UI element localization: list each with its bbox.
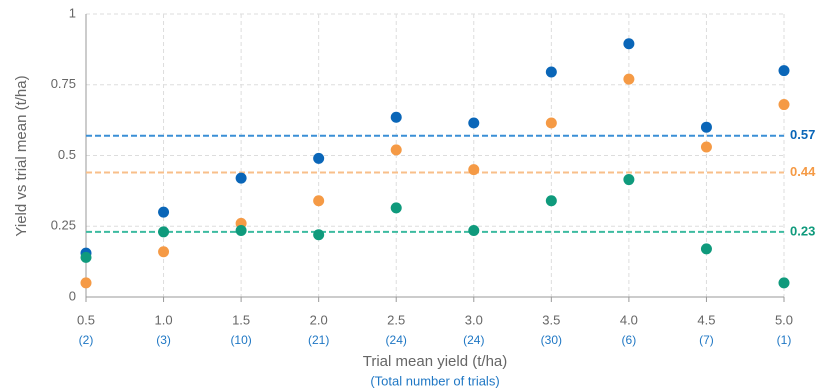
trial-count: (21) <box>308 333 329 347</box>
trial-count: (30) <box>541 333 562 347</box>
x-axis-label: Trial mean yield (t/ha) <box>363 353 508 370</box>
point <box>778 277 790 289</box>
point <box>700 243 712 255</box>
y-axis-label: Yield vs trial mean (t/ha) <box>13 75 30 236</box>
point <box>80 277 92 289</box>
trial-count: (10) <box>230 333 251 347</box>
point <box>158 206 170 218</box>
x-tick-label: 4.5 <box>697 312 715 327</box>
trial-count: (7) <box>699 333 714 347</box>
reference-label: 0.57 <box>790 127 815 142</box>
x-tick-label: 2.0 <box>310 312 328 327</box>
point <box>545 117 557 129</box>
point <box>700 121 712 133</box>
point <box>390 202 402 214</box>
point <box>468 117 480 129</box>
point <box>158 226 170 238</box>
x-tick-label: 3.0 <box>465 312 483 327</box>
y-tick-label: 0 <box>69 288 76 303</box>
x-tick-label: 3.5 <box>542 312 560 327</box>
reference-label: 0.44 <box>790 164 816 179</box>
x-tick-label: 1.0 <box>155 312 173 327</box>
point <box>778 99 790 111</box>
point <box>235 224 247 236</box>
point <box>80 251 92 263</box>
point <box>468 164 480 176</box>
reference-label: 0.23 <box>790 223 815 238</box>
x-tick-label: 4.0 <box>620 312 638 327</box>
point <box>623 38 635 50</box>
point <box>158 246 170 258</box>
point <box>390 144 402 156</box>
x-tick-label: 0.5 <box>77 312 95 327</box>
trial-count: (2) <box>79 333 94 347</box>
point <box>545 66 557 78</box>
x-axis-sublabel: (Total number of trials) <box>370 373 499 388</box>
trial-count: (1) <box>777 333 792 347</box>
trial-count: (6) <box>622 333 637 347</box>
point <box>235 172 247 184</box>
point <box>313 152 325 164</box>
point <box>700 141 712 153</box>
trial-count: (24) <box>463 333 484 347</box>
x-tick-label: 1.5 <box>232 312 250 327</box>
y-tick-label: 0.5 <box>58 147 76 162</box>
point <box>468 224 480 236</box>
point <box>545 195 557 207</box>
point <box>313 229 325 241</box>
y-tick-label: 0.25 <box>51 218 76 233</box>
point <box>778 65 790 77</box>
point <box>313 195 325 207</box>
x-tick-label: 5.0 <box>775 312 793 327</box>
y-tick-label: 1 <box>69 5 76 20</box>
trial-count: (24) <box>386 333 407 347</box>
point <box>623 174 635 186</box>
y-tick-label: 0.75 <box>51 76 76 91</box>
trial-count: (3) <box>156 333 171 347</box>
point <box>623 73 635 85</box>
point <box>390 111 402 123</box>
x-tick-label: 2.5 <box>387 312 405 327</box>
